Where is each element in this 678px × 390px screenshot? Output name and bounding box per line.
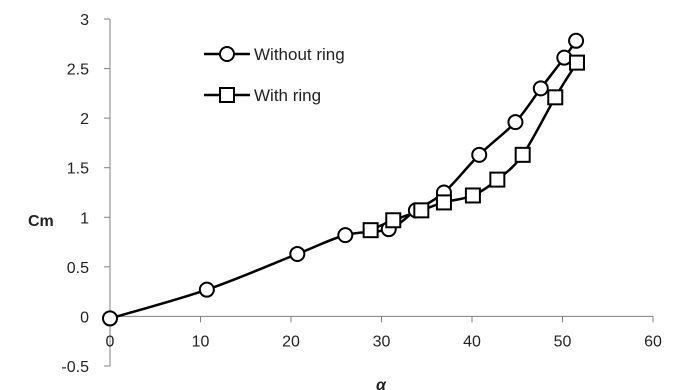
data-point-with-ring	[514, 146, 531, 163]
legend-square-marker	[219, 87, 235, 103]
series-layer	[102, 32, 585, 327]
y-tick-label: -0.5	[61, 359, 89, 376]
y-tick-label: 0	[80, 309, 89, 326]
legend-label-with-ring: With ring	[254, 86, 321, 105]
series-line-without-ring	[109, 40, 578, 320]
data-point-without-ring	[471, 146, 488, 163]
x-tick-label: 50	[554, 333, 572, 350]
y-tick-label: 2.5	[67, 62, 89, 79]
x-tick-label: 10	[192, 333, 210, 350]
x-ticks: 0 10 20 30 40 50 60	[106, 316, 662, 350]
x-axis-title: α	[376, 377, 387, 390]
data-point-without-ring	[198, 281, 215, 298]
x-tick-label: 60	[644, 333, 662, 350]
legend: Without ring With ring	[204, 45, 345, 105]
data-point-without-ring	[568, 32, 585, 49]
data-point-with-ring	[547, 89, 564, 106]
y-tick-label: 1.5	[67, 161, 89, 178]
y-axis-title: Cm	[28, 213, 54, 230]
x-tick-label: 40	[463, 333, 481, 350]
data-point-with-ring	[464, 187, 481, 204]
data-point-without-ring	[337, 227, 354, 244]
legend-circle-marker	[219, 46, 235, 62]
x-tick-label: 20	[282, 333, 300, 350]
data-point-without-ring	[532, 80, 549, 97]
y-tick-label: 1	[80, 210, 89, 227]
legend-item-without-ring: Without ring	[204, 45, 345, 64]
data-point-without-ring	[102, 310, 118, 327]
data-point-without-ring	[507, 114, 524, 131]
x-tick-label: 0	[106, 333, 115, 350]
y-tick-label: 2	[80, 111, 89, 128]
data-point-without-ring	[289, 245, 306, 262]
x-tick-label: 30	[373, 333, 391, 350]
legend-item-with-ring: With ring	[204, 86, 321, 105]
data-point-with-ring	[435, 194, 452, 211]
data-point-with-ring	[568, 54, 585, 71]
data-point-with-ring	[489, 171, 506, 188]
legend-label-without-ring: Without ring	[254, 45, 345, 64]
y-tick-label: 3	[80, 12, 89, 29]
data-point-with-ring	[362, 222, 379, 239]
y-tick-label: 0.5	[67, 260, 89, 277]
data-point-with-ring	[385, 212, 402, 229]
data-point-with-ring	[413, 202, 430, 219]
